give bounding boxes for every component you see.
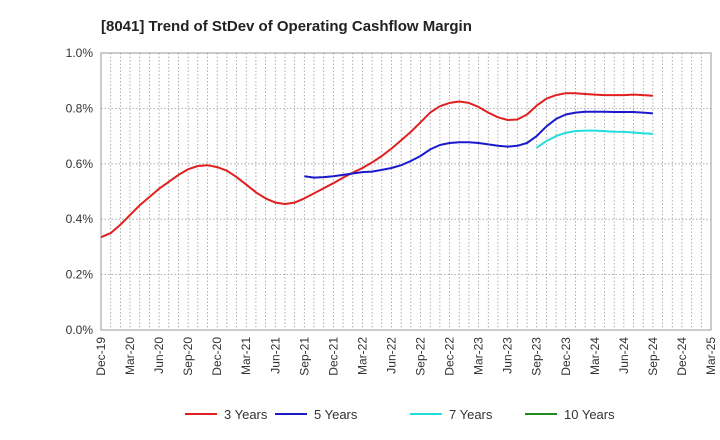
series-line-5-years: [304, 110, 653, 179]
x-tick-label: Jun-24: [617, 337, 631, 374]
x-tick-label: Jun-20: [152, 337, 166, 374]
x-tick-label: Mar-25: [704, 337, 718, 375]
legend-label: 10 Years: [564, 407, 615, 422]
y-axis-ticks: 0.0% 0.2% 0.4% 0.6% 0.8% 1.0%: [66, 46, 94, 337]
x-tick-label: Jun-22: [384, 337, 398, 374]
x-tick-label: Dec-22: [443, 337, 457, 376]
x-tick-label: Sep-21: [297, 337, 311, 376]
x-tick-label: Sep-22: [414, 337, 428, 376]
chart-title: [8041] Trend of StDev of Operating Cashf…: [101, 18, 472, 35]
legend-label: 7 Years: [449, 407, 493, 422]
x-tick-label: Mar-20: [123, 337, 137, 375]
x-tick-label: Dec-20: [210, 337, 224, 376]
x-tick-label: Mar-24: [588, 337, 602, 375]
legend: 3 Years 5 Years 7 Years 10 Years: [185, 407, 615, 422]
x-tick-label: Dec-21: [326, 337, 340, 376]
series-line-3-years: [100, 92, 653, 239]
legend-label: 3 Years: [224, 407, 268, 422]
x-tick-label: Sep-23: [530, 337, 544, 376]
x-tick-label: Jun-23: [501, 337, 515, 374]
series-line-7-years: [536, 129, 653, 149]
y-tick-label: 0.2%: [66, 268, 94, 282]
series-lines: [100, 92, 653, 239]
x-tick-label: Mar-22: [355, 337, 369, 375]
x-axis-ticks: Dec-19 Mar-20 Jun-20 Sep-20 Dec-20 Mar-21 Jun-…: [94, 337, 718, 376]
x-tick-label: Mar-21: [239, 337, 253, 375]
x-tick-label: Dec-23: [559, 337, 573, 376]
y-tick-label: 0.8%: [66, 101, 94, 115]
plot-frame: [100, 52, 712, 331]
y-tick-label: 0.6%: [66, 157, 94, 171]
x-tick-label: Dec-19: [94, 337, 108, 376]
y-tick-label: 0.0%: [66, 323, 94, 337]
x-tick-label: Sep-20: [181, 337, 195, 376]
plot-area: [100, 52, 712, 331]
x-tick-label: Dec-24: [675, 337, 689, 376]
legend-label: 5 Years: [314, 407, 358, 422]
grid-lines: [101, 53, 711, 330]
x-tick-label: Mar-23: [472, 337, 486, 375]
x-tick-label: Sep-24: [646, 337, 660, 376]
x-tick-label: Jun-21: [268, 337, 282, 374]
y-tick-label: 1.0%: [66, 46, 94, 60]
y-tick-label: 0.4%: [66, 212, 94, 226]
